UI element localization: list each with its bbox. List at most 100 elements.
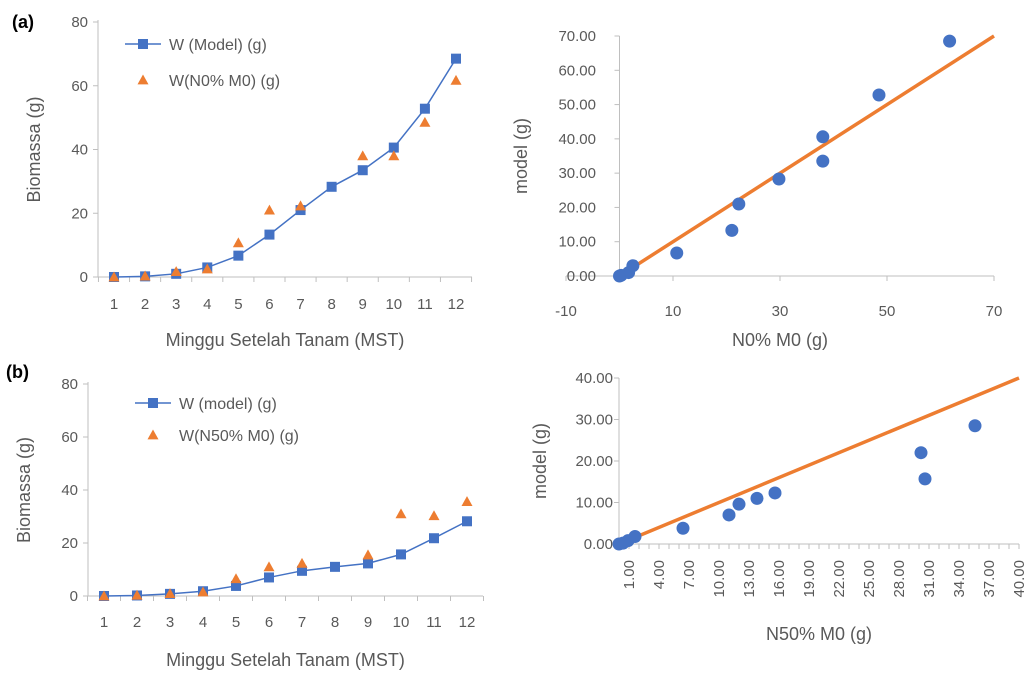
y-tick-label: 80 (61, 376, 78, 393)
observed-triangle-marker (197, 586, 209, 597)
model-square-marker (231, 580, 241, 591)
observed-triangle-marker (388, 150, 400, 161)
x-tick-label: 11 (426, 614, 442, 631)
one-to-one-line (618, 376, 1020, 546)
x-tick-label: 4 (199, 614, 207, 631)
x-tick-label: 22.00 (831, 560, 848, 598)
x-tick-label: 7.00 (681, 560, 698, 589)
chart-panel: 0.00 10.00 20.00 30.00 40.00 1.00 4.00 7.00 10.0… (530, 370, 1028, 644)
scatter-point (943, 34, 957, 48)
observed-triangle-marker (295, 200, 307, 211)
x-axis-title: N0% M0 (g) (732, 330, 828, 350)
x-tick-label: 6 (265, 614, 273, 631)
y-tick-label: 10.00 (575, 495, 613, 512)
observed-triangle-marker (139, 270, 151, 281)
chart-panel: 0.00 10.00 20.00 30.00 40.00 50.00 60.00 70.00 -… (511, 28, 1002, 350)
scatter-point (722, 508, 736, 522)
x-tick-label: 8 (327, 296, 335, 313)
x-tick-label: 10.00 (711, 560, 728, 598)
scatter-point (732, 497, 746, 511)
panel-label: (a) (12, 12, 34, 32)
x-tick-label: 7 (298, 614, 306, 631)
legend-square-swatch (138, 39, 148, 49)
x-tick-label: 37.00 (981, 560, 998, 598)
y-tick-label: 0 (80, 269, 88, 286)
y-tick-label: 40.00 (558, 131, 596, 148)
y-tick-label: 10.00 (558, 234, 596, 251)
scatter-point (816, 154, 830, 168)
y-tick-label: 20 (61, 535, 78, 552)
x-tick-label: 2 (133, 614, 141, 631)
observed-triangle-marker (263, 204, 275, 215)
observed-triangle-marker (357, 150, 369, 161)
scatter-point (676, 521, 690, 535)
x-tick-label: 3 (172, 296, 180, 313)
scatter-point (968, 419, 982, 433)
x-tick-label: 12 (459, 614, 476, 631)
x-tick-label: 9 (359, 296, 367, 313)
observed-triangle-marker (395, 508, 407, 519)
observed-triangle-marker (108, 271, 120, 282)
x-tick-label: 2 (141, 296, 149, 313)
scatter-point (628, 530, 642, 544)
y-tick-label: 60 (71, 78, 88, 95)
x-tick-label: 19.00 (801, 560, 818, 598)
y-tick-label: 0.00 (567, 268, 596, 285)
scatter-point (670, 246, 684, 260)
model-square-marker (326, 181, 337, 192)
x-tick-label: 10 (665, 303, 682, 320)
legend-label: W(N0% M0) (g) (169, 73, 280, 90)
scatter-point (816, 130, 830, 144)
x-tick-label: 34.00 (951, 560, 968, 598)
y-tick-label: 20.00 (558, 199, 596, 216)
scatter-point (768, 486, 782, 500)
x-axis-title: N50% M0 (g) (766, 624, 872, 644)
scatter-point (914, 446, 928, 460)
x-tick-label: 1 (110, 296, 118, 313)
x-tick-label: 9 (364, 614, 372, 631)
scatter-point (732, 197, 746, 211)
y-axis-title: model (g) (530, 423, 550, 499)
x-tick-label: 31.00 (921, 560, 938, 598)
y-axis-title: model (g) (511, 118, 531, 194)
scatter-point (750, 491, 764, 505)
legend-label: W(N50% M0) (g) (179, 428, 299, 445)
observed-triangle-marker (419, 116, 431, 127)
y-tick-label: 20.00 (575, 453, 613, 470)
observed-triangle-marker (362, 549, 374, 560)
scatter-point (725, 223, 739, 237)
y-tick-label: 20 (71, 205, 88, 222)
y-tick-label: 50.00 (558, 97, 596, 114)
observed-triangle-marker (201, 263, 213, 274)
model-square-marker (233, 250, 244, 261)
observed-triangle-marker (230, 573, 242, 584)
y-tick-label: 60.00 (558, 62, 596, 79)
scatter-point (626, 259, 640, 273)
model-square-marker (462, 516, 472, 527)
panel-label: (b) (6, 362, 29, 382)
model-series-line (113, 58, 457, 278)
one-to-one-line (618, 34, 995, 278)
x-axis-title: Minggu Setelah Tanam (MST) (166, 650, 405, 670)
x-tick-label: 3 (166, 614, 174, 631)
model-square-marker (363, 558, 373, 569)
x-tick-label: -10 (555, 303, 577, 320)
x-tick-label: 50 (879, 303, 896, 320)
x-tick-label: 10 (385, 296, 402, 313)
y-tick-label: 70.00 (558, 28, 596, 45)
model-square-marker (388, 142, 399, 153)
observed-triangle-marker (232, 237, 244, 248)
x-tick-label: 5 (232, 614, 240, 631)
x-tick-label: 5 (234, 296, 242, 313)
model-square-marker (297, 565, 307, 576)
x-tick-label: 6 (265, 296, 273, 313)
observed-triangle-marker (461, 496, 473, 507)
model-series-line (103, 520, 468, 597)
x-tick-label: 11 (417, 296, 433, 313)
x-axis-title: Minggu Setelah Tanam (MST) (166, 330, 405, 350)
legend-triangle-swatch (137, 74, 149, 85)
model-square-marker (264, 572, 274, 583)
scatter-point (772, 172, 786, 186)
